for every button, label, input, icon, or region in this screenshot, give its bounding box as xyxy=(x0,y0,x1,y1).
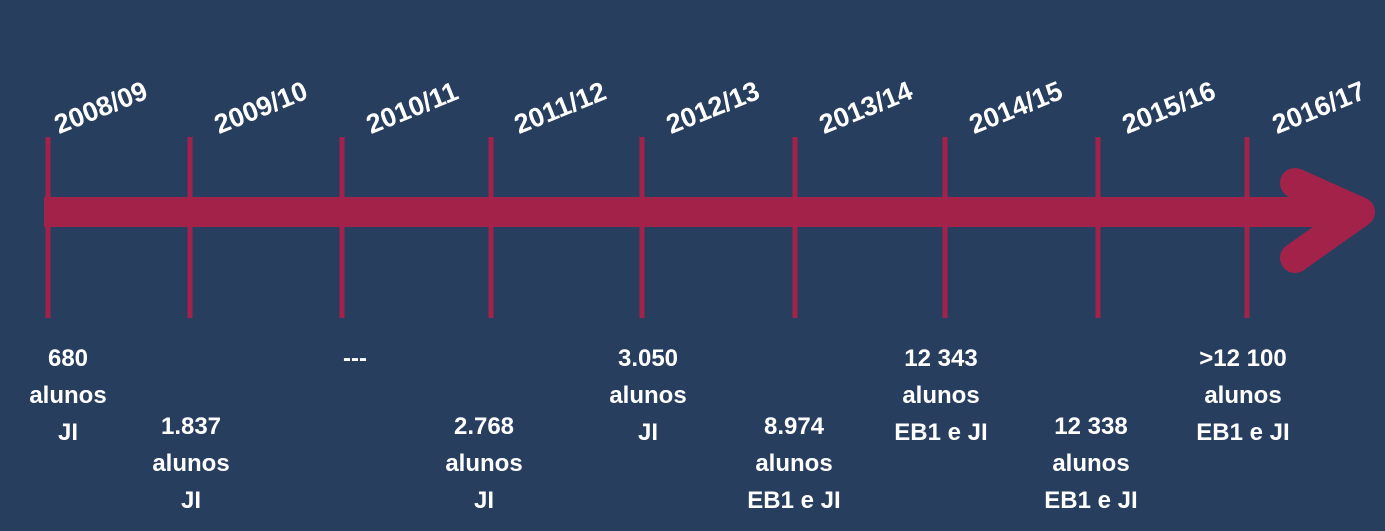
label-line: alunos xyxy=(445,450,523,477)
label-line: JI xyxy=(637,419,658,446)
label-line: EB1 e JI xyxy=(1196,419,1290,446)
student-count-label: >12 100 alunos EB1 e JI xyxy=(1173,340,1313,451)
label-line: 12 338 xyxy=(1054,413,1128,440)
label-line: EB1 e JI xyxy=(894,419,988,446)
timeline-arrowhead xyxy=(1280,168,1375,273)
student-count-label: 8.974 alunos EB1 e JI xyxy=(724,408,864,519)
label-line: 1.837 xyxy=(160,413,222,440)
label-line: JI xyxy=(180,487,201,514)
label-line: 8.974 xyxy=(763,413,825,440)
student-count-label: 12 338 alunos EB1 e JI xyxy=(1021,408,1161,519)
label-line: EB1 e JI xyxy=(1044,487,1138,514)
timeline-ticks xyxy=(45,137,1250,318)
label-line: EB1 e JI xyxy=(747,487,841,514)
label-line: JI xyxy=(473,487,494,514)
label-line: alunos xyxy=(152,450,230,477)
student-count-label: 2.768 alunos JI xyxy=(414,408,554,519)
student-count-label: 1.837 alunos JI xyxy=(121,408,261,519)
label-line: alunos xyxy=(755,450,833,477)
label-line: JI xyxy=(57,419,78,446)
label-line: 12 343 xyxy=(904,345,978,372)
label-line: alunos xyxy=(1204,382,1282,409)
student-count-label: --- xyxy=(285,340,425,377)
label-line: 3.050 xyxy=(617,345,679,372)
student-count-label: 12 343 alunos EB1 e JI xyxy=(871,340,1011,451)
label-line: alunos xyxy=(1052,450,1130,477)
label-line: alunos xyxy=(609,382,687,409)
label-line: 2.768 xyxy=(453,413,515,440)
label-line: 680 xyxy=(47,345,89,372)
label-line: >12 100 xyxy=(1199,345,1287,372)
student-count-label: 3.050 alunos JI xyxy=(578,340,718,451)
label-line: alunos xyxy=(902,382,980,409)
student-count-label: 680 alunos JI xyxy=(0,340,138,451)
label-line: --- xyxy=(343,345,367,372)
label-line: alunos xyxy=(29,382,107,409)
